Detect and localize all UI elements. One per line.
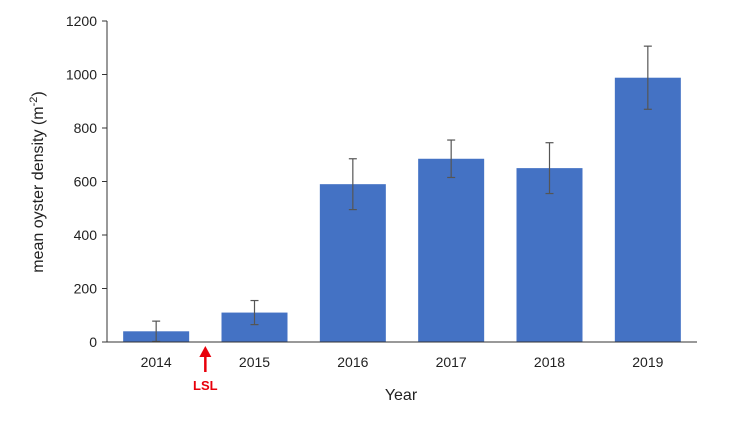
x-tick-label-2018: 2018 bbox=[534, 354, 565, 370]
bar-2016 bbox=[319, 184, 386, 342]
y-axis-label: mean oyster density (m-2) bbox=[28, 91, 47, 272]
up-arrow-icon bbox=[199, 346, 212, 357]
y-tick-label: 0 bbox=[89, 334, 97, 350]
y-tick-label: 800 bbox=[74, 120, 98, 136]
error-bars bbox=[152, 45, 652, 343]
bars bbox=[123, 77, 681, 343]
x-tick-label-2015: 2015 bbox=[239, 354, 270, 370]
y-tick-label: 600 bbox=[74, 174, 98, 190]
y-axis-label-superscript: -2 bbox=[28, 97, 40, 107]
annotation-label: LSL bbox=[193, 378, 218, 393]
y-axis-label-main: mean oyster density (m bbox=[30, 106, 47, 272]
y-tick-label: 1000 bbox=[66, 67, 97, 83]
x-tick-label-2014: 2014 bbox=[141, 354, 172, 370]
bar-2019 bbox=[614, 77, 681, 343]
bar-2018 bbox=[516, 168, 583, 342]
y-tick-label: 200 bbox=[74, 281, 98, 297]
bar-2017 bbox=[418, 158, 485, 342]
y-axis-ticks: 0 200 400 600 800 1000 1200 bbox=[66, 13, 107, 350]
y-tick-label: 1200 bbox=[66, 13, 97, 29]
lsl-annotation: LSL bbox=[193, 346, 218, 393]
x-tick-label-2016: 2016 bbox=[337, 354, 368, 370]
y-axis-label-end: ) bbox=[30, 91, 47, 96]
x-tick-label-2019: 2019 bbox=[632, 354, 663, 370]
y-tick-label: 400 bbox=[74, 227, 98, 243]
x-axis-label: Year bbox=[385, 387, 418, 404]
x-tick-label-2017: 2017 bbox=[436, 354, 467, 370]
x-axis-ticks: 2014 2015 2016 2017 2018 2019 bbox=[141, 354, 664, 370]
